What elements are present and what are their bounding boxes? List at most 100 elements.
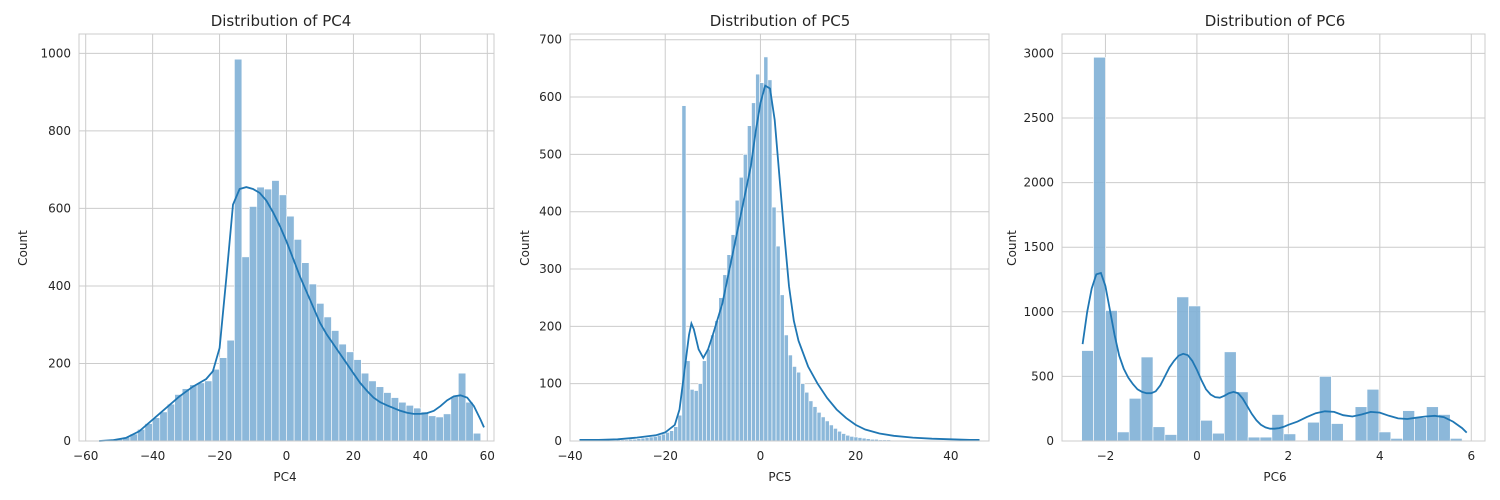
histogram-bar [219, 357, 228, 442]
y-tick-label: 400 [48, 279, 71, 293]
y-tick-label: 600 [48, 201, 71, 215]
x-axis-label: PC5 [768, 470, 791, 484]
grid [1062, 34, 1485, 442]
y-tick-label: 0 [1046, 434, 1054, 448]
x-ticks: −40 −20 0 20 40 [557, 449, 958, 463]
histogram-bar [845, 434, 851, 442]
histogram-bar [800, 383, 806, 442]
y-tick-label: 1500 [1023, 240, 1054, 254]
y-ticks: 0 200 400 600 800 1000 [40, 46, 71, 448]
histogram-bars [1081, 56, 1463, 442]
y-tick-label: 700 [539, 33, 562, 47]
histogram-bars [99, 58, 482, 442]
histogram-bar [767, 79, 773, 442]
histogram-bar [234, 58, 243, 442]
histogram-bar [1152, 426, 1166, 442]
x-tick-label: 20 [848, 449, 863, 463]
histogram-bar [1378, 431, 1392, 442]
chart-title: Distribution of PC6 [1205, 12, 1346, 30]
histogram-bar [465, 401, 474, 442]
plot-frame [569, 33, 990, 442]
histogram-bar [226, 339, 235, 442]
histogram-bar [241, 256, 250, 442]
histogram-bar [1402, 410, 1415, 442]
histogram-bar [1283, 433, 1296, 442]
y-tick-label: 2000 [1023, 176, 1054, 190]
histogram-bar [196, 382, 205, 442]
histogram-bar [361, 372, 370, 442]
histogram-bar [652, 436, 658, 442]
histogram-bar [710, 334, 715, 442]
y-ticks: 0 500 1000 1500 2000 2500 3000 [1023, 46, 1054, 448]
chart-title: Distribution of PC4 [211, 12, 352, 30]
histogram-bar [1307, 421, 1320, 442]
histogram-bar [1081, 350, 1094, 442]
histogram-bar [657, 434, 662, 442]
histogram-bar [256, 186, 265, 442]
x-ticks: −60 −40 −20 0 20 40 60 [73, 449, 495, 463]
histogram-bar [398, 401, 407, 442]
y-axis-label: Count [1005, 230, 1019, 266]
histogram-bar [390, 397, 399, 442]
histogram-bar [673, 426, 679, 442]
histogram-bar [152, 417, 161, 442]
histogram-bar [837, 430, 842, 442]
histogram-bar [829, 424, 834, 442]
histogram-bar [1224, 351, 1237, 442]
histogram-bar [472, 432, 482, 442]
histogram-bar [849, 436, 855, 442]
histogram-bar [779, 294, 785, 442]
panel-pc5: Distribution of PC5 PC5 Count −40 −20 0 20 4… [518, 12, 990, 484]
histogram-bar [669, 430, 675, 442]
y-tick-label: 0 [554, 434, 562, 448]
x-tick-label: 0 [757, 449, 765, 463]
histogram-bar [706, 348, 711, 442]
histogram-bar [174, 394, 183, 442]
histogram-bar [1212, 432, 1225, 442]
histogram-bar [375, 386, 384, 442]
x-tick-label: 40 [413, 449, 428, 463]
histogram-bar [435, 416, 444, 442]
histogram-bar [661, 433, 666, 442]
x-tick-label: −20 [653, 449, 678, 463]
histogram-bar [1259, 436, 1273, 442]
histogram-bar [1200, 420, 1213, 442]
histogram-bar [450, 396, 459, 442]
histogram-bar [428, 415, 437, 442]
histogram-bar [189, 384, 198, 442]
x-tick-label: 4 [1376, 449, 1384, 463]
panel-pc4: Distribution of PC4 PC4 Count −60 −40 −20 0… [16, 12, 495, 484]
histogram-bar [1117, 431, 1130, 442]
x-tick-label: −40 [557, 449, 582, 463]
x-tick-label: 40 [943, 449, 958, 463]
histogram-bar [353, 359, 362, 442]
histogram-bar [689, 389, 695, 442]
histogram-bar [857, 437, 863, 442]
y-tick-label: 3000 [1023, 46, 1054, 60]
y-tick-label: 800 [48, 124, 71, 138]
histogram-bar [665, 432, 670, 442]
histogram-bar [443, 413, 452, 442]
histogram-bar [644, 437, 650, 442]
y-tick-label: 200 [539, 319, 562, 333]
histogram-bar [714, 320, 720, 442]
y-tick-label: 2500 [1023, 111, 1054, 125]
histogram-bar [841, 433, 846, 442]
histogram-bar [413, 407, 422, 442]
histogram-bar [166, 403, 176, 442]
histogram-bar [796, 371, 801, 442]
x-ticks: −2 0 2 4 6 [1097, 449, 1476, 463]
y-tick-label: 200 [48, 356, 71, 370]
x-tick-label: 6 [1467, 449, 1475, 463]
x-tick-label: 20 [346, 449, 361, 463]
histogram-bar [368, 380, 377, 442]
plot-frame [78, 33, 495, 442]
x-tick-label: 60 [480, 449, 495, 463]
histogram-bars [579, 56, 982, 442]
y-ticks: 0 100 200 300 400 500 600 700 [539, 33, 562, 448]
x-tick-label: 0 [1193, 449, 1201, 463]
histogram-bar [420, 411, 429, 442]
y-tick-label: 1000 [1023, 305, 1054, 319]
histogram-bar [1140, 356, 1154, 442]
